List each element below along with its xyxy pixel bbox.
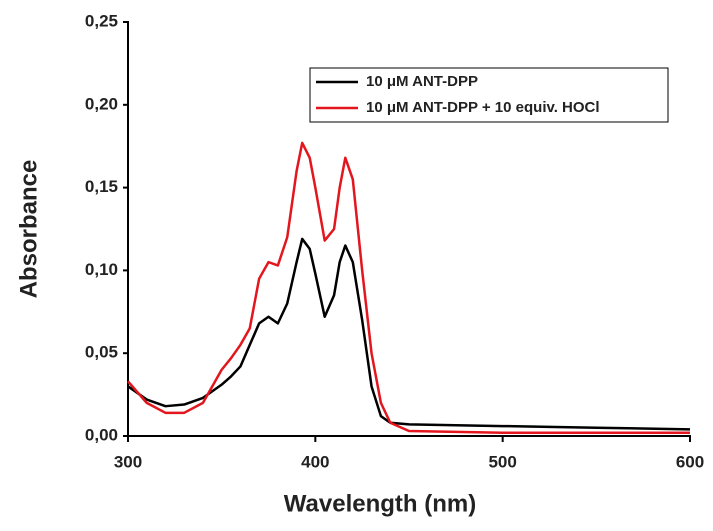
series-line: [127, 237, 691, 431]
y-tick-label: 0,05: [85, 343, 118, 362]
legend-label: 10 μM ANT-DPP: [366, 73, 478, 90]
x-tick-label: 400: [301, 452, 329, 471]
y-tick-label: 0,20: [85, 94, 118, 113]
y-tick-label: 0,15: [85, 177, 118, 196]
y-tick-label: 0,25: [85, 11, 118, 30]
legend-label: 10 μM ANT-DPP + 10 equiv. HOCl: [366, 99, 600, 116]
y-tick-label: 0,00: [85, 425, 118, 444]
x-tick-label: 500: [488, 452, 516, 471]
y-tick-label: 0,10: [85, 260, 118, 279]
x-tick-label: 300: [114, 452, 142, 471]
series-line: [127, 141, 690, 434]
x-axis-label: Wavelength (nm): [284, 490, 476, 517]
y-axis-label: Absorbance: [15, 160, 42, 299]
x-tick-label: 600: [676, 452, 704, 471]
legend-box: [309, 67, 669, 123]
